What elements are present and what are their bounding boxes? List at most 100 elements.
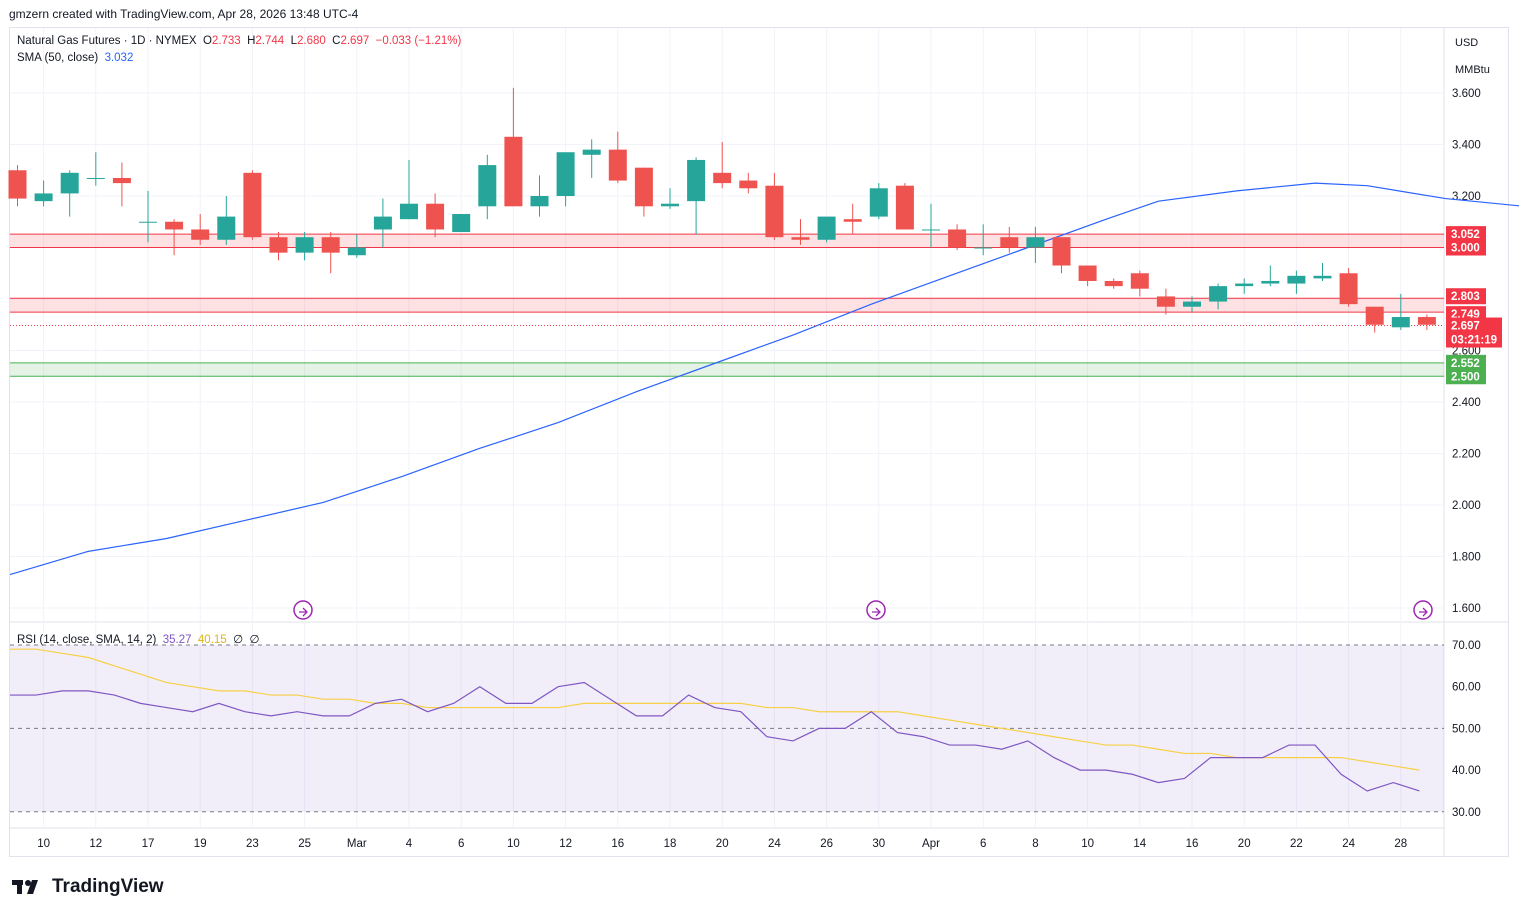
rsi-ma-value: 40.15 <box>197 634 227 646</box>
candle <box>504 87 523 207</box>
candle-body <box>269 237 288 253</box>
candle-body <box>1130 273 1149 289</box>
candle-body <box>139 221 157 223</box>
candle <box>948 224 967 251</box>
low-label: L <box>290 35 297 47</box>
candle <box>452 214 471 233</box>
price-label-bg <box>1446 226 1486 243</box>
time-tick-label: Mar <box>347 838 367 850</box>
candle <box>739 172 758 194</box>
time-tick-label: 20 <box>716 838 729 850</box>
currency-label[interactable]: USD <box>1455 37 1479 49</box>
candle <box>1313 262 1332 281</box>
candle <box>1287 270 1306 294</box>
candle <box>1078 265 1097 287</box>
rsi-value: 35.27 <box>162 634 192 646</box>
high-value: 2.744 <box>255 35 285 47</box>
candle <box>1026 226 1045 263</box>
candle <box>191 214 210 245</box>
candle-body <box>400 203 418 220</box>
candle-body <box>1313 275 1332 279</box>
event-marker-arrow <box>299 607 308 617</box>
candle <box>295 232 314 261</box>
candle-body <box>1339 273 1358 305</box>
candle <box>791 219 810 245</box>
candle <box>139 190 157 243</box>
time-tick-label: 25 <box>298 838 311 850</box>
price-label-text: 2.697 <box>1451 321 1480 333</box>
candle-body <box>60 172 79 194</box>
candle-body <box>478 165 497 207</box>
time-tick-label: 18 <box>664 838 677 850</box>
candle-body <box>530 196 549 207</box>
rsi-tick-label: 60.00 <box>1452 682 1481 694</box>
open-value: 2.733 <box>211 35 241 47</box>
time-tick-label: 19 <box>194 838 207 850</box>
candle <box>373 198 392 248</box>
candle-body <box>1209 286 1228 302</box>
candle <box>1209 283 1228 310</box>
candle <box>922 203 940 248</box>
time-tick-label: 6 <box>980 838 986 850</box>
candle-body <box>556 152 575 196</box>
time-tick-label: 12 <box>89 838 102 850</box>
low-value: 2.680 <box>296 35 326 47</box>
candle-body <box>1156 296 1175 307</box>
price-label-bg <box>1446 331 1502 348</box>
candle-body <box>1235 283 1254 287</box>
sma-legend[interactable]: SMA (50, close) 3.032 <box>17 52 133 64</box>
candle <box>713 141 732 189</box>
candle-body <box>243 172 262 238</box>
candle <box>400 159 418 220</box>
candle <box>1339 268 1358 307</box>
close-label: C <box>332 35 341 47</box>
price-label-text: 2.500 <box>1451 371 1480 383</box>
candle <box>60 170 79 217</box>
time-tick-label: 20 <box>1238 838 1251 850</box>
chart-frame <box>9 27 1509 857</box>
candle-body <box>426 203 445 230</box>
tradingview-logo[interactable]: TradingView <box>12 876 164 898</box>
candle <box>1052 237 1071 274</box>
high-label: H <box>247 35 256 47</box>
candle <box>556 152 575 207</box>
time-tick-label: 24 <box>768 838 781 850</box>
candle-body <box>34 193 53 202</box>
symbol-legend[interactable]: Natural Gas Futures · 1D · NYMEX O2.733 … <box>17 35 461 47</box>
rsi-label[interactable]: RSI (14, close, SMA, 14, 2) <box>17 634 157 646</box>
rsi-extra-1: ∅ <box>233 634 244 646</box>
sma-label[interactable]: SMA (50, close) <box>17 52 99 64</box>
price-tick-label: 3.400 <box>1452 140 1481 152</box>
price-tick-label: 2.000 <box>1452 500 1481 512</box>
candle <box>661 188 679 209</box>
event-marker-circle <box>293 600 313 620</box>
candle <box>1156 288 1175 315</box>
price-tick-label: 2.600 <box>1452 346 1481 358</box>
candle <box>8 165 27 207</box>
candle <box>217 196 236 245</box>
symbol-name[interactable]: Natural Gas Futures · 1D · NYMEX <box>17 35 197 47</box>
time-tick-label: Apr <box>922 838 940 850</box>
candle <box>165 219 184 256</box>
candle <box>426 193 445 238</box>
candle <box>321 232 340 274</box>
price-tick-label: 3.600 <box>1452 88 1481 100</box>
candle-body <box>739 180 758 189</box>
candle-body <box>452 214 471 233</box>
candle-body <box>687 159 706 202</box>
unit-label[interactable]: MMBtu <box>1455 64 1490 76</box>
candle-body <box>974 247 993 249</box>
candle <box>582 139 601 178</box>
candle <box>1235 278 1254 294</box>
candle-body <box>165 221 184 230</box>
candle-body <box>1183 301 1201 307</box>
candle <box>817 216 836 243</box>
candle-body <box>843 219 862 222</box>
candle-body <box>582 149 601 155</box>
candle <box>1365 306 1384 333</box>
rsi-ma-line <box>10 648 1420 771</box>
rsi-legend[interactable]: RSI (14, close, SMA, 14, 2) 35.27 40.15 … <box>17 632 260 646</box>
candle-body <box>1052 237 1071 266</box>
candle-body <box>713 172 732 184</box>
